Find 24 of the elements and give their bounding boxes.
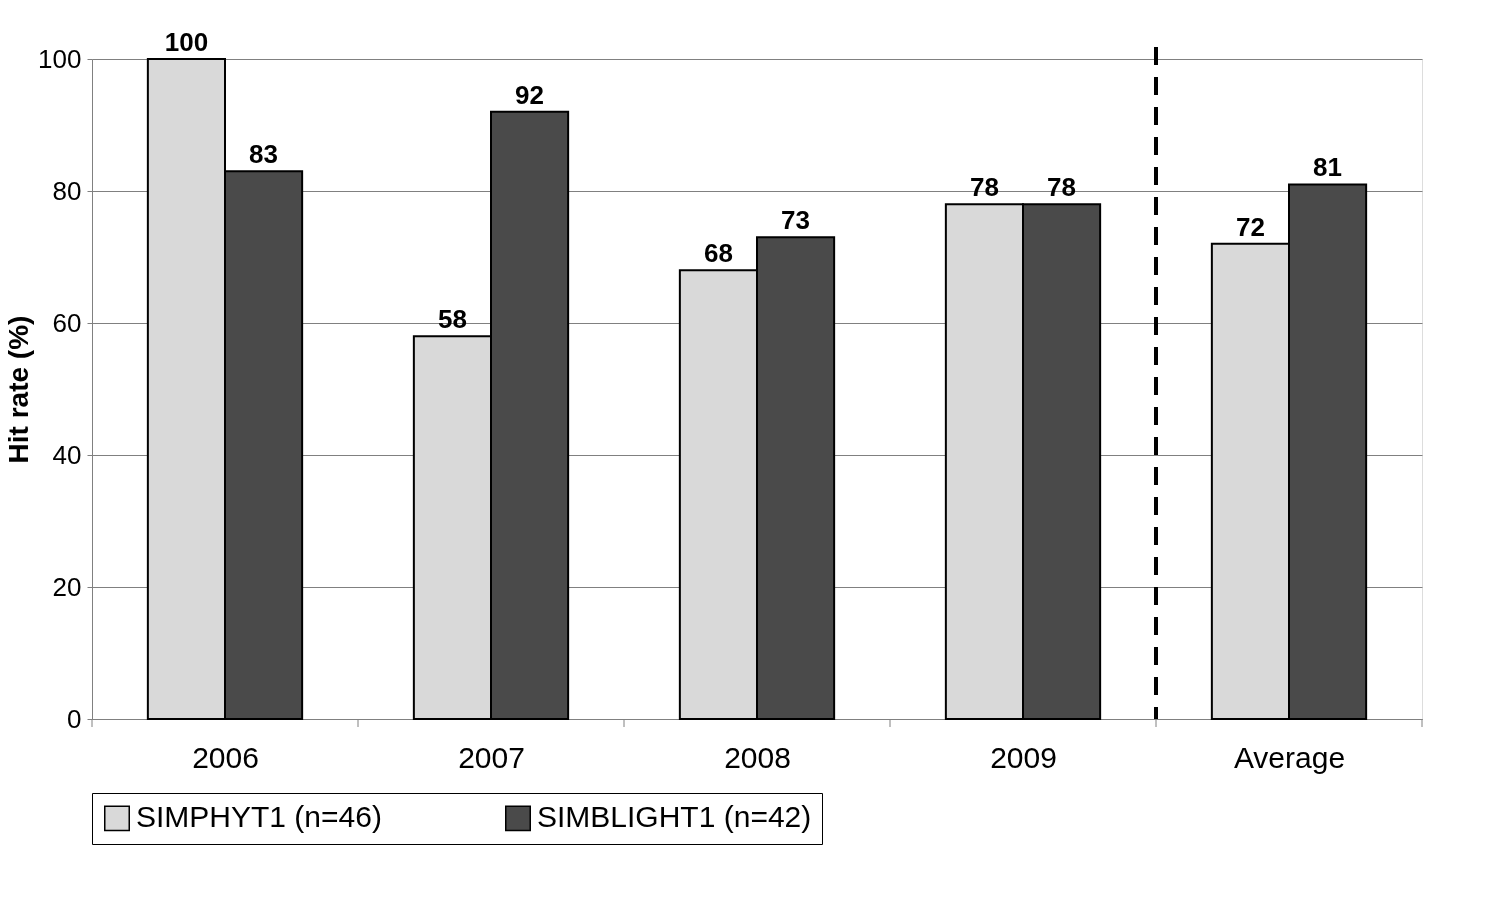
y-tick-label: 80 [52, 175, 82, 206]
x-tick-label: 2007 [458, 740, 525, 774]
legend-label: SIMPHYT1 (n=46) [136, 800, 382, 834]
y-axis-title: Hit rate (%) [3, 315, 35, 464]
data-label: 100 [164, 27, 209, 57]
x-tick-label: 2006 [192, 740, 259, 774]
x-tick-label: Average [1233, 740, 1346, 774]
y-tick-label: 60 [52, 307, 82, 338]
data-label: 58 [437, 304, 467, 335]
data-label: 83 [249, 139, 279, 170]
data-label: 68 [703, 238, 733, 269]
data-label: 92 [515, 79, 545, 110]
y-tick-label: 20 [52, 571, 82, 602]
y-tick-label: 0 [67, 703, 82, 734]
x-tick-label: 2009 [990, 740, 1057, 774]
data-label: 78 [969, 172, 999, 203]
data-label: 81 [1313, 152, 1343, 183]
data-label: 73 [781, 205, 811, 236]
legend-label: SIMBLIGHT1 (n=42) [537, 800, 812, 834]
x-tick-label: 2008 [724, 740, 791, 774]
y-tick-label: 40 [52, 439, 82, 470]
data-label: 78 [1047, 172, 1077, 203]
y-tick-label: 100 [38, 43, 82, 74]
data-label: 72 [1235, 211, 1265, 242]
